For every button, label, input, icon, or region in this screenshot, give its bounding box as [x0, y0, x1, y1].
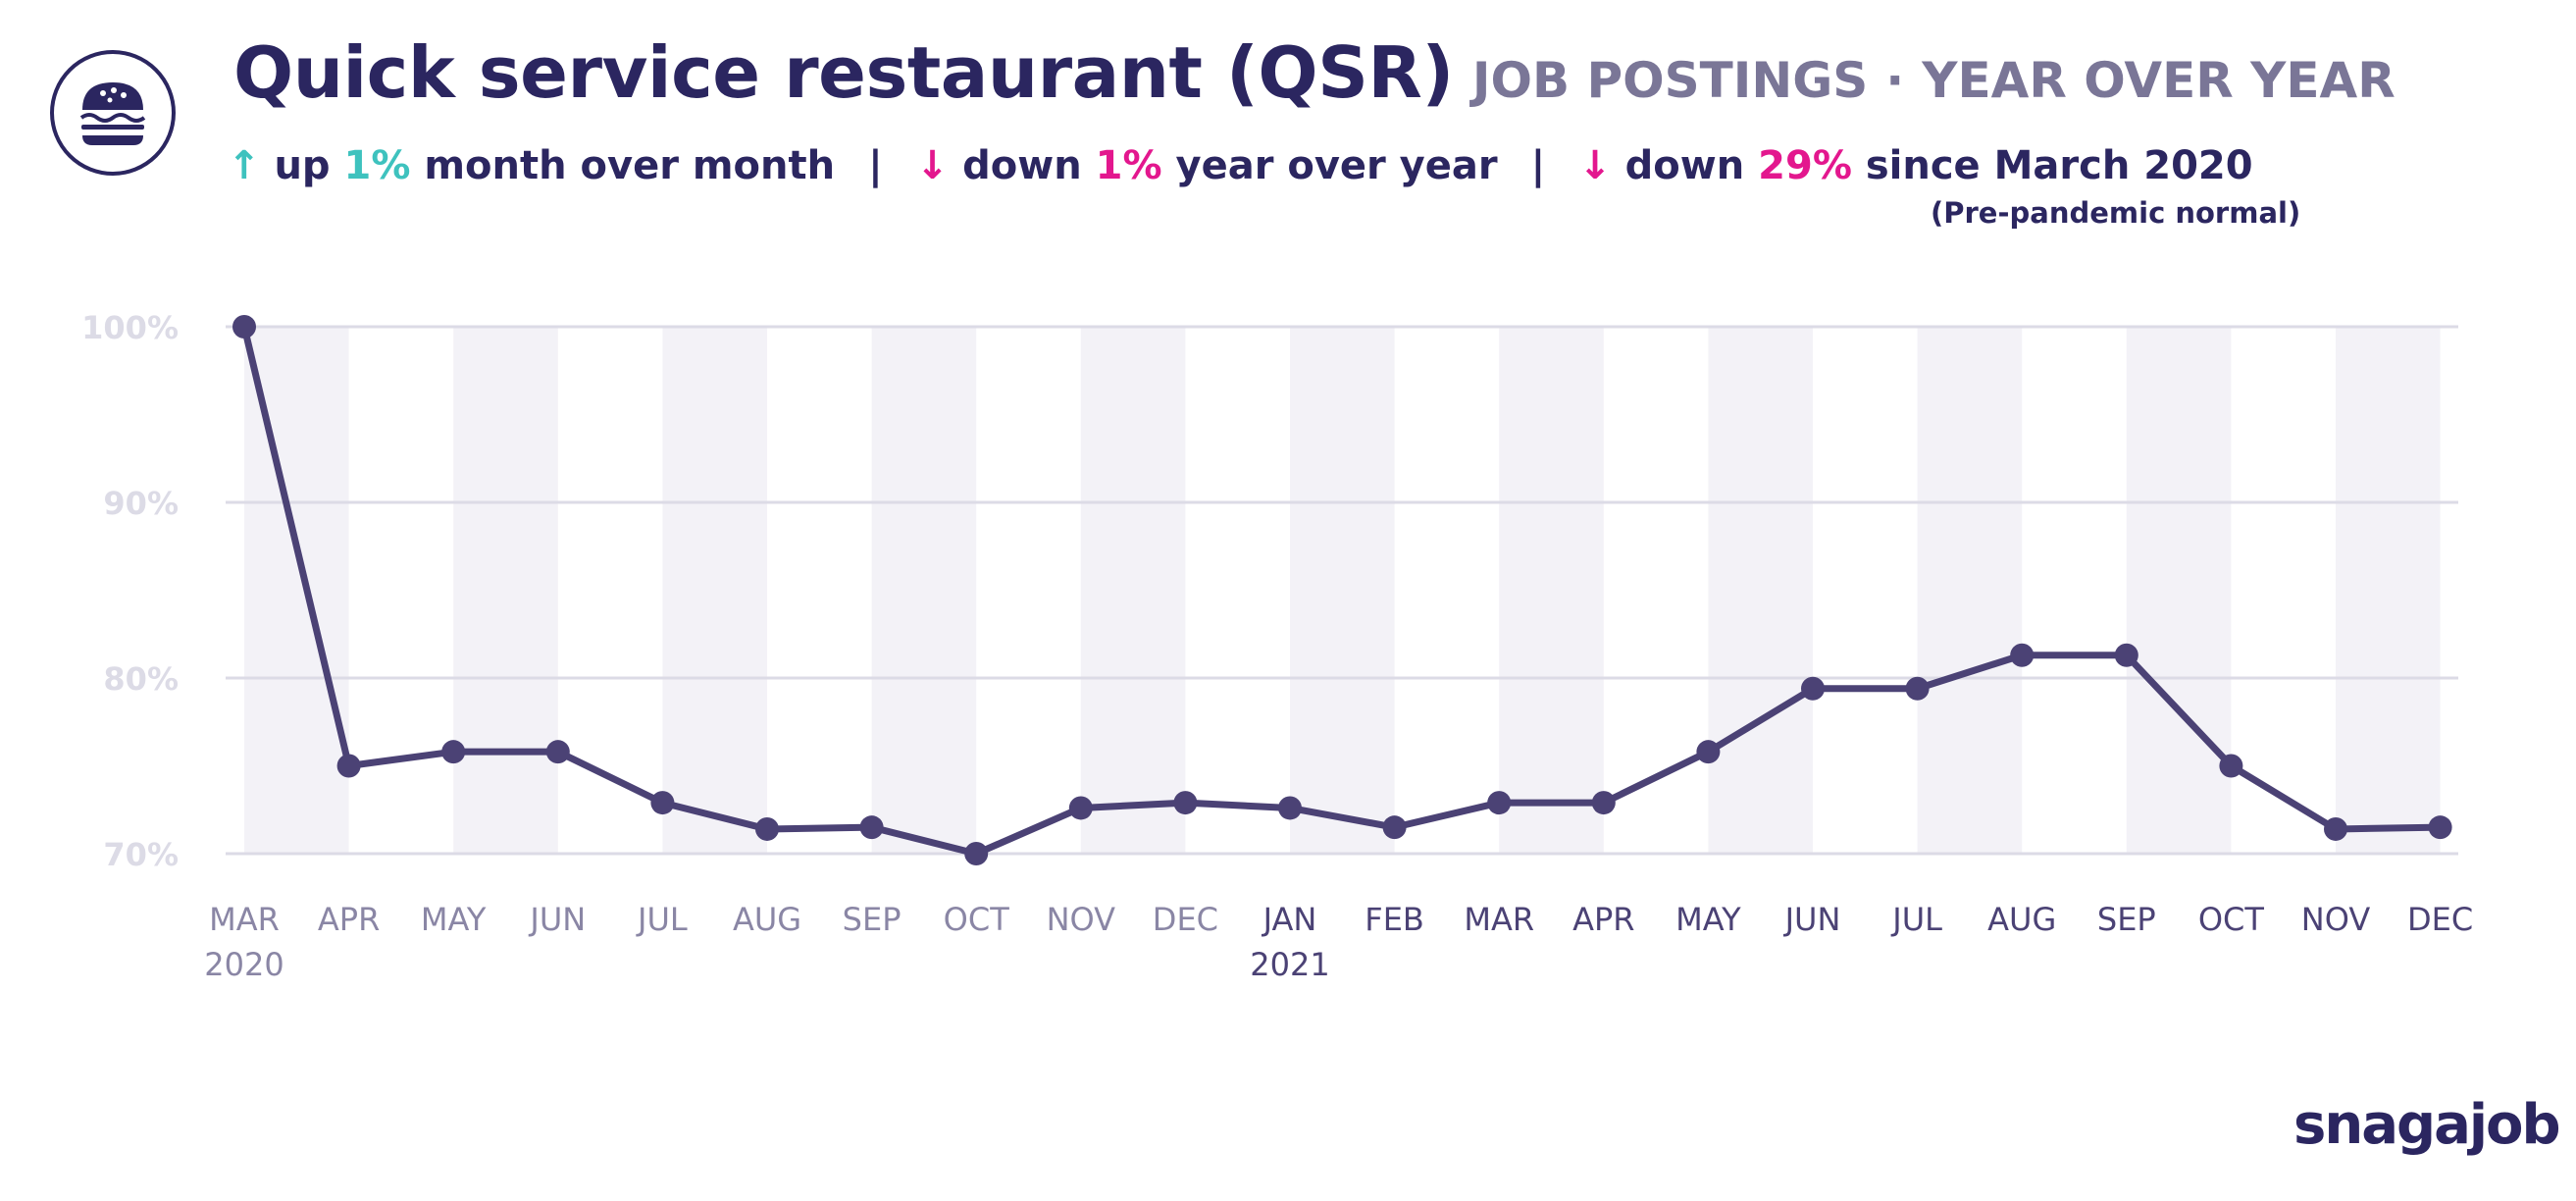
series-line	[240, 323, 2445, 858]
y-tick-label: 70%	[103, 836, 179, 873]
x-tick-label: OCT	[944, 901, 1010, 938]
month-band	[1290, 327, 1395, 854]
x-tick-label: NOV	[1047, 901, 1116, 938]
data-point	[1173, 791, 1198, 815]
x-tick-label: DEC	[2407, 901, 2473, 938]
x-tick-label: APR	[318, 901, 380, 938]
y-tick-label: 100%	[81, 309, 179, 346]
burger-icon	[50, 50, 176, 176]
month-band	[1080, 327, 1186, 854]
stat-yoy-pre: down	[962, 143, 1082, 188]
data-point	[336, 754, 361, 778]
subtitle-year-over-year: YEAR OVER YEAR	[1922, 52, 2396, 109]
data-point	[2010, 643, 2035, 667]
data-point	[1487, 791, 1512, 815]
month-band	[2336, 327, 2441, 854]
pre-pandemic-note: (Pre-pandemic normal)	[1931, 196, 2301, 230]
x-tick-label: OCT	[2198, 901, 2265, 938]
month-band	[453, 327, 558, 854]
x-tick-label: MAR	[209, 901, 280, 938]
y-tick-label: 90%	[103, 485, 179, 522]
y-tick-label: 80%	[103, 660, 179, 698]
month-band	[2126, 327, 2232, 854]
arrow-up-icon: ↑	[228, 143, 261, 188]
data-point	[1278, 796, 1302, 820]
stat-year-over-year: ↓ down 1% year over year	[916, 143, 1498, 188]
data-point	[964, 842, 989, 865]
stat-month-over-month: ↑ up 1% month over month	[228, 143, 835, 188]
data-point	[2428, 815, 2452, 840]
x-tick-label: MAY	[1675, 901, 1741, 938]
x-tick-label: JUL	[1890, 901, 1942, 938]
x-tick-label: APR	[1572, 901, 1634, 938]
arrow-down-icon: ↓	[1578, 143, 1612, 188]
stat-yoy-post: year over year	[1175, 143, 1498, 188]
arrow-down-icon: ↓	[915, 143, 950, 188]
data-point	[1696, 740, 1721, 764]
data-point	[1801, 676, 1825, 701]
month-band	[1499, 327, 1604, 854]
data-point	[441, 740, 466, 764]
data-point	[2324, 816, 2347, 841]
month-band	[871, 327, 977, 854]
data-point	[2219, 754, 2243, 778]
chart-title: Quick service restaurant (QSR) JOB POSTI…	[233, 31, 2396, 114]
stat-since-march-2020: ↓ down 29% since March 2020	[1578, 143, 2252, 188]
separator: |	[1530, 143, 1546, 188]
x-tick-label: JUN	[528, 901, 586, 938]
x-tick-label: SEP	[843, 901, 902, 938]
data-point	[859, 815, 884, 840]
stat-mom-pre: up	[274, 143, 331, 188]
data-point	[545, 740, 570, 764]
page-title: Quick service restaurant (QSR)	[233, 31, 1454, 114]
stat-mom-post: month over month	[424, 143, 836, 188]
subtitle-dot: ·	[1885, 52, 1905, 109]
separator: |	[868, 143, 883, 188]
stat-since-pre: down	[1624, 143, 1745, 188]
x-tick-label: JUN	[1783, 901, 1841, 938]
x-tick-label: MAR	[1464, 901, 1534, 938]
x-tick-year-label: 2021	[1250, 946, 1329, 983]
data-point	[1382, 815, 1407, 840]
subtitle-job-postings: JOB POSTINGS	[1471, 52, 1869, 109]
x-tick-label: NOV	[2301, 901, 2371, 938]
data-point	[1591, 791, 1616, 815]
stat-since-value: 29%	[1758, 143, 1852, 188]
x-tick-label: AUG	[733, 901, 801, 938]
month-band	[1917, 327, 2023, 854]
month-band	[1708, 327, 1813, 854]
x-tick-year-label: 2020	[204, 946, 283, 983]
stat-since-post: since March 2020	[1865, 143, 2253, 188]
data-point	[2114, 643, 2138, 667]
x-tick-label: MAY	[421, 901, 487, 938]
data-point	[232, 315, 256, 339]
stat-yoy-value: 1%	[1095, 143, 1162, 188]
stat-mom-value: 1%	[343, 143, 411, 188]
data-point	[650, 791, 675, 815]
x-tick-label: SEP	[2097, 901, 2156, 938]
stats-row: ↑ up 1% month over month | ↓ down 1% yea…	[228, 143, 2253, 188]
x-tick-label: DEC	[1153, 901, 1218, 938]
data-point	[755, 816, 779, 841]
x-tick-label: AUG	[1987, 901, 2056, 938]
x-tick-label: JUL	[636, 901, 688, 938]
snagajob-logo: snagajob	[2293, 1093, 2561, 1157]
x-tick-label: FEB	[1365, 901, 1424, 938]
x-tick-label: JAN	[1262, 901, 1317, 938]
month-band	[662, 327, 767, 854]
line-chart: 100% 90% 80% 70% MAR 2020 APR MAY JUN JUL AUG SEP OC…	[81, 309, 2473, 983]
data-point	[1068, 796, 1093, 820]
data-point	[1905, 676, 1930, 701]
